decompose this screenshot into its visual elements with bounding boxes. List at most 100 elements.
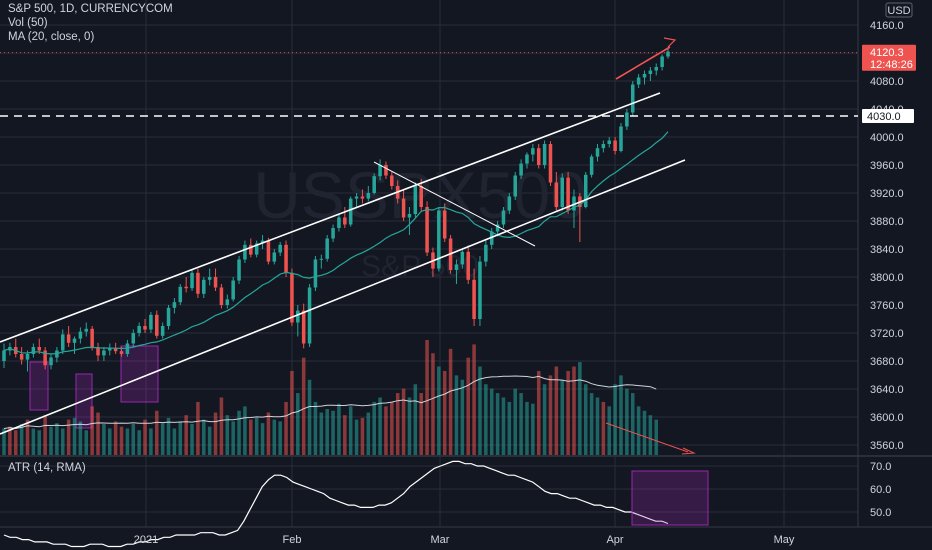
volume-bar: [425, 340, 429, 455]
candle-body: [207, 277, 212, 280]
candle-body: [113, 348, 118, 352]
volume-bar: [495, 393, 500, 455]
candle: [413, 182, 418, 218]
volume-bar: [501, 397, 506, 455]
candle: [219, 284, 224, 309]
volume-bar: [601, 401, 606, 455]
volume-bar: [390, 401, 394, 455]
candle: [454, 259, 459, 284]
atr-legend[interactable]: ATR (14, RMA): [8, 462, 86, 474]
volume-bar: [243, 406, 247, 455]
volume-bar: [78, 421, 83, 455]
candle: [536, 144, 541, 169]
candle: [601, 140, 606, 153]
volume-bar: [155, 410, 159, 455]
price-axis[interactable]: USD4160.04080.04040.04000.03960.03920.03…: [862, 2, 916, 452]
candle: [19, 347, 24, 365]
volume-bar: [301, 357, 306, 455]
candle-body: [272, 252, 277, 262]
grid: [0, 0, 932, 528]
chart-title[interactable]: S&P 500, 1D, CURRENCYCOM: [8, 3, 173, 15]
candle-body: [401, 198, 406, 218]
candle: [531, 144, 535, 162]
candle: [325, 235, 329, 262]
candle-body: [331, 228, 335, 239]
candle-body: [43, 350, 47, 366]
volume-bar: [149, 428, 153, 455]
volume-bar: [37, 430, 42, 455]
volume-bar: [319, 412, 324, 455]
candle: [2, 343, 6, 368]
volume-bar: [196, 401, 200, 455]
candle-body: [478, 261, 482, 319]
atr-line: [3, 460, 669, 548]
candle: [49, 354, 53, 370]
candle-body: [595, 148, 600, 157]
candle-body: [472, 279, 476, 319]
volume-bar: [160, 423, 165, 455]
candle: [307, 284, 312, 347]
volume-bar: [619, 375, 623, 455]
candle: [337, 214, 341, 232]
candle-body: [301, 310, 306, 344]
time-axis[interactable]: 2021 Feb Mar Apr May: [134, 534, 795, 546]
volume-bar: [249, 419, 253, 455]
candle: [495, 221, 500, 237]
volume-bar: [489, 388, 494, 455]
volume-bar: [172, 428, 177, 455]
candle: [348, 196, 353, 227]
volume-bar: [366, 412, 371, 455]
candle-body: [307, 287, 312, 344]
highlight-boxes: [29, 345, 159, 429]
trend-line: [0, 159, 686, 435]
candle-body: [495, 224, 500, 232]
candle: [225, 294, 230, 309]
candle-body: [384, 165, 388, 176]
candle: [260, 235, 265, 249]
ma-line: [3, 131, 669, 355]
volume-bar: [572, 366, 576, 455]
candle: [25, 350, 30, 372]
volume-bar: [31, 428, 36, 455]
candle-body: [213, 277, 218, 288]
candle-body: [601, 144, 606, 149]
highlight-box: [29, 361, 49, 411]
candle-body: [160, 326, 165, 336]
candle-body: [484, 244, 488, 262]
candle-body: [572, 196, 576, 211]
ma-legend[interactable]: MA (20, close, 0): [8, 31, 95, 43]
candle: [343, 207, 347, 228]
candle-body: [466, 251, 470, 280]
candle: [660, 54, 664, 71]
volume-bar: [384, 406, 388, 455]
candle-body: [519, 163, 523, 176]
candle-body: [413, 186, 418, 214]
volume-bar: [2, 428, 6, 455]
candle-body: [660, 56, 664, 67]
candle: [266, 237, 271, 265]
trend-arrow-head: [663, 37, 677, 48]
volume-legend[interactable]: Vol (50): [8, 17, 48, 29]
candle-body: [72, 338, 77, 343]
volume-bar: [395, 393, 400, 455]
candle: [619, 123, 623, 153]
volume-bar: [225, 415, 230, 455]
volume-bar: [484, 384, 488, 455]
candle-body: [2, 350, 6, 361]
highlight-box: [120, 345, 159, 403]
atr-tick-label: 60.0: [870, 484, 891, 496]
volume-bar: [513, 388, 517, 455]
candle: [407, 207, 412, 235]
candle: [589, 154, 594, 178]
candle: [460, 249, 465, 269]
currency-label: USD: [887, 5, 910, 17]
volume-bar: [354, 419, 359, 455]
candle-body: [178, 286, 183, 303]
price-tick-label: 4080.0: [870, 76, 904, 88]
volume-bar: [442, 370, 447, 455]
volume-bar: [507, 401, 512, 455]
volume-bar: [72, 417, 77, 455]
candle-body: [131, 333, 136, 344]
volume-bar: [13, 430, 18, 455]
